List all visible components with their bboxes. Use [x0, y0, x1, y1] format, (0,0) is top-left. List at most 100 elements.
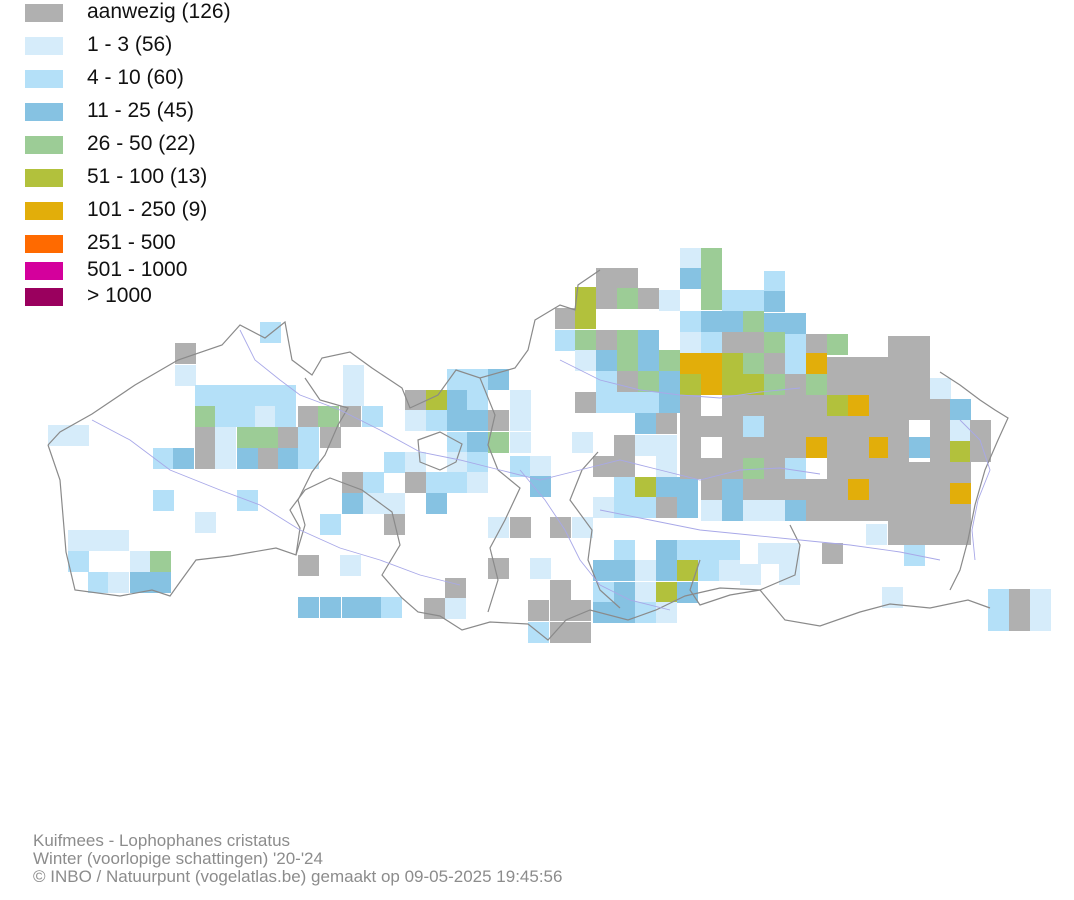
river-maas: [959, 419, 991, 561]
grid-cell: [988, 589, 1009, 610]
legend-label: 11 - 25 (45): [87, 99, 194, 122]
grid-cell: [405, 472, 426, 493]
grid-cell: [827, 479, 848, 500]
grid-cell: [950, 441, 971, 462]
grid-cell: [510, 456, 531, 477]
grid-cell: [638, 288, 659, 309]
grid-cell: [195, 427, 216, 448]
grid-cell: [342, 493, 363, 514]
grid-cell: [575, 392, 596, 413]
legend-item: > 1000: [25, 284, 345, 307]
grid-cell: [848, 437, 869, 458]
grid-cell: [298, 406, 319, 427]
grid-cell: [467, 472, 488, 493]
grid-cell: [659, 350, 680, 371]
legend-swatch: [25, 235, 63, 253]
season-subtitle: Winter (voorlopige schattingen) '20-'24: [33, 849, 323, 868]
grid-cell: [764, 395, 785, 416]
rivers: [91, 329, 991, 611]
grid-cell: [698, 540, 719, 561]
grid-cell: [215, 448, 236, 469]
grid-cell: [827, 374, 848, 395]
grid-cell: [950, 462, 971, 483]
grid-cell: [827, 334, 848, 355]
grid-cell: [656, 435, 677, 456]
grid-cell: [528, 600, 549, 621]
grid-cell: [882, 587, 903, 608]
grid-cell: [215, 385, 236, 406]
legend-swatch: [25, 103, 63, 121]
grid-cell: [827, 458, 848, 479]
grid-cell: [866, 524, 887, 545]
grid-cell: [638, 371, 659, 392]
grid-cell: [175, 365, 196, 386]
grid-cell: [530, 456, 551, 477]
grid-cell: [680, 374, 701, 395]
legend-swatch: [25, 4, 63, 22]
grid-cell: [530, 476, 551, 497]
grid-cell: [510, 432, 531, 453]
grid-cell: [785, 334, 806, 355]
grid-cell: [743, 437, 764, 458]
grid-cell: [764, 416, 785, 437]
grid-cell: [909, 378, 930, 399]
grid-cell: [930, 399, 951, 420]
grid-cell: [701, 479, 722, 500]
legend-item: 51 - 100 (13): [25, 165, 345, 188]
grid-cell: [701, 500, 722, 521]
grid-cell: [848, 479, 869, 500]
grid-cell: [680, 311, 701, 332]
grid-cell: [743, 500, 764, 521]
grid-cell: [237, 448, 258, 469]
grid-cell: [869, 395, 890, 416]
grid-cell: [363, 472, 384, 493]
grid-cell: [888, 336, 909, 357]
grid-cell: [909, 437, 930, 458]
grid-cell: [848, 416, 869, 437]
grid-cell: [617, 371, 638, 392]
grid-cell: [785, 500, 806, 521]
grid-cell: [570, 622, 591, 643]
grid-cell: [318, 406, 339, 427]
grid-cell: [405, 390, 426, 411]
grid-cell: [298, 427, 319, 448]
grid-cell: [488, 517, 509, 538]
grid-cell: [909, 357, 930, 378]
grid-cell: [343, 365, 364, 386]
grid-cell: [426, 410, 447, 431]
legend-label: 4 - 10 (60): [87, 66, 184, 89]
grid-cell: [195, 385, 216, 406]
grid-cell: [827, 395, 848, 416]
grid-cell: [596, 268, 617, 289]
legend-label: aanwezig (126): [87, 0, 231, 23]
grid-cell: [719, 560, 740, 581]
species-title: Kuifmees - Lophophanes cristatus: [33, 831, 291, 850]
grid-cell: [445, 578, 466, 599]
grid-cell: [405, 410, 426, 431]
legend-item: 26 - 50 (22): [25, 132, 345, 155]
grid-cell: [614, 435, 635, 456]
grid-cell: [827, 357, 848, 378]
grid-cell: [888, 483, 909, 504]
grid-cell: [701, 332, 722, 353]
grid-cell: [467, 369, 488, 390]
grid-cell: [764, 500, 785, 521]
grid-cell: [930, 524, 951, 545]
grid-cell: [575, 330, 596, 351]
region-borders: [47, 269, 1009, 641]
grid-cell: [150, 551, 171, 572]
grid-cell: [701, 289, 722, 310]
grid-cell: [237, 427, 258, 448]
grid-cell: [701, 353, 722, 374]
grid-cell: [822, 543, 843, 564]
grid-cell: [970, 420, 991, 441]
grid-cell: [888, 399, 909, 420]
grid-cell: [340, 406, 361, 427]
grid-cell: [950, 399, 971, 420]
grid-cell: [888, 357, 909, 378]
grid-cell: [764, 437, 785, 458]
grid-cell: [593, 456, 614, 477]
grid-cell: [614, 497, 635, 518]
grid-cell: [635, 477, 656, 498]
grid-cell: [722, 479, 743, 500]
